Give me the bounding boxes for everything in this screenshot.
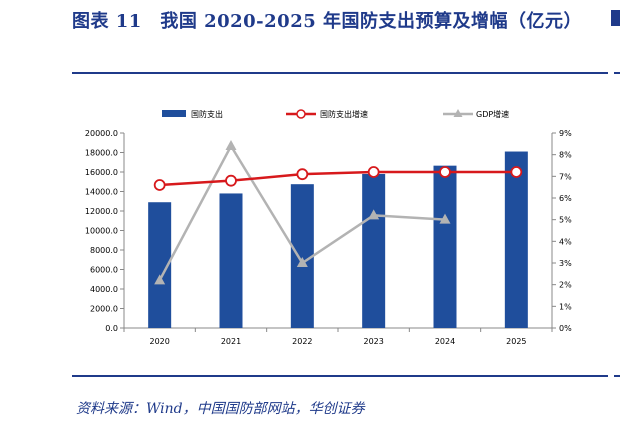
point-defense-growth — [439, 166, 451, 178]
left-tick-label: 12000.0 — [85, 207, 118, 216]
line-defense-growth — [159, 170, 517, 187]
legend-marker-gdp-growth — [453, 109, 463, 117]
left-tick-label: 20000.0 — [85, 129, 118, 138]
axes: 0.0 2000.0 4000.0 6000.0 8000.0 10000.0 12000.… — [85, 129, 572, 346]
bar-defense-spending — [148, 202, 172, 328]
chart-title: 图表 11 我国 2020-2025 年国防支出预算及增幅（亿元） — [72, 11, 583, 32]
point-defense-growth — [296, 168, 309, 181]
right-tick-label: 0% — [559, 324, 572, 333]
source-note: 资料来源：Wind，中国国防部网站，华创证券 — [76, 401, 365, 417]
legend-marker-defense-growth — [296, 109, 306, 119]
x-tick-label: 2020 — [149, 337, 169, 346]
right-edge-mark-top — [614, 72, 620, 74]
legend-label-gdp-growth: GDP增速 — [476, 109, 509, 119]
point-gdp-growth — [368, 209, 380, 220]
legend-label-defense-spending: 国防支出 — [191, 109, 223, 119]
point-gdp-growth — [225, 140, 237, 150]
point-defense-growth — [225, 174, 237, 187]
right-tick-label: 4% — [559, 237, 572, 246]
point-gdp-growth — [439, 213, 451, 224]
right-tick-label: 7% — [559, 172, 572, 181]
point-gdp-growth — [154, 274, 166, 285]
x-tick-label: 2025 — [506, 337, 526, 346]
left-tick-label: 8000.0 — [90, 246, 118, 255]
bar-defense-spending — [290, 184, 314, 328]
left-tick-label: 16000.0 — [85, 168, 118, 177]
legend-swatch-defense-spending — [162, 110, 186, 117]
x-tick-label: 2021 — [221, 337, 241, 346]
right-tick-label: 2% — [559, 281, 572, 290]
bottom-rule — [72, 375, 608, 377]
bar-defense-spending — [362, 173, 386, 328]
right-tick-label: 9% — [559, 129, 572, 138]
right-edge-mark-bottom — [614, 375, 620, 377]
x-tick-label: 2024 — [435, 337, 455, 346]
left-tick-label: 2000.0 — [90, 305, 118, 314]
point-defense-growth — [510, 166, 523, 178]
right-tick-label: 8% — [559, 151, 572, 160]
x-tick-label: 2023 — [363, 337, 383, 346]
right-tick-label: 1% — [559, 302, 572, 311]
legend: 国防支出 国防支出增速 GDP增速 — [162, 109, 509, 119]
bar-defense-spending — [504, 151, 528, 328]
right-tick-label: 5% — [559, 216, 572, 225]
left-tick-label: 14000.0 — [85, 188, 118, 197]
right-tick-label: 3% — [559, 259, 572, 268]
lines — [153, 140, 523, 285]
point-defense-growth — [153, 179, 166, 191]
right-tick-label: 6% — [559, 194, 572, 203]
bar-defense-spending — [433, 165, 457, 328]
top-rule — [72, 72, 608, 74]
left-tick-label: 6000.0 — [90, 266, 118, 275]
left-tick-label: 0.0 — [105, 324, 118, 333]
bars — [148, 151, 528, 328]
right-edge-glyph — [611, 10, 620, 26]
point-gdp-growth — [296, 257, 308, 267]
bar-defense-spending — [219, 193, 243, 328]
point-defense-growth — [367, 166, 380, 178]
legend-label-defense-growth: 国防支出增速 — [320, 109, 368, 119]
left-tick-label: 18000.0 — [85, 149, 118, 158]
left-tick-label: 10000.0 — [85, 227, 118, 236]
left-tick-label: 4000.0 — [90, 285, 118, 294]
x-tick-label: 2022 — [292, 337, 312, 346]
